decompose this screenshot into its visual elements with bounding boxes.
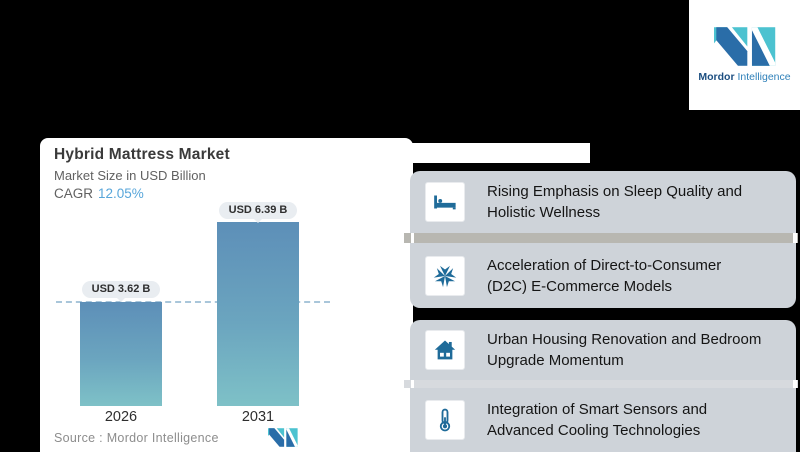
- driver-row-smart-sensors: Integration of Smart Sensors and Advance…: [410, 388, 796, 452]
- driver-line: Urban Housing Renovation and Bedroom: [487, 331, 762, 348]
- brand-logo-card: Mordor Intelligence: [689, 0, 800, 110]
- driver-text: Rising Emphasis on Sleep Quality and Hol…: [487, 181, 742, 223]
- reference-dashed-line: [56, 301, 330, 303]
- divider-cap: [793, 233, 797, 243]
- driver-line: Advanced Cooling Technologies: [487, 422, 701, 439]
- bar-2026: [80, 302, 162, 406]
- driver-row-sleep-quality: Rising Emphasis on Sleep Quality and Hol…: [410, 171, 796, 233]
- driver-text: Integration of Smart Sensors and Advance…: [487, 399, 707, 441]
- icon-tile: [425, 330, 465, 370]
- icon-tile: [425, 400, 465, 440]
- driver-line: Acceleration of Direct-to-Consumer: [487, 256, 722, 274]
- panel-divider-strip: [404, 380, 798, 388]
- bar-value-label-pointer: [116, 297, 126, 307]
- x-axis-tick-2026: 2026: [104, 409, 138, 425]
- divider-cap: [793, 380, 797, 388]
- mordor-intelligence-logo-icon: [714, 27, 776, 66]
- driver-row-d2c-ecommerce: Acceleration of Direct-to-Consumer (D2C)…: [410, 243, 796, 308]
- driver-text: Urban Housing Renovation and Bedroom Upg…: [487, 329, 761, 371]
- icon-tile: [425, 182, 465, 222]
- driver-row-housing-renovation: Urban Housing Renovation and Bedroom Upg…: [410, 320, 796, 380]
- market-chart-card: Hybrid Mattress Market Market Size in US…: [40, 138, 413, 452]
- chart-subtitle: Market Size in USD Billion: [54, 168, 206, 183]
- mordor-intelligence-mini-logo-icon: [268, 428, 298, 447]
- bar-value-label-pointer: [253, 218, 263, 228]
- source-attribution: Source : Mordor Intelligence: [54, 431, 219, 445]
- panel-divider-strip: [404, 233, 798, 243]
- icon-tile: [425, 255, 465, 296]
- converging-arrows-icon: [433, 265, 457, 287]
- chart-title: Hybrid Mattress Market: [54, 146, 230, 163]
- bar-value-label: USD 6.39 B: [219, 202, 297, 219]
- divider-cap: [411, 380, 414, 388]
- brand-name-light: Intelligence: [737, 71, 791, 83]
- bed-icon: [434, 195, 456, 210]
- bar-value-label: USD 3.62 B: [82, 281, 160, 298]
- driver-line: Integration of Smart Sensors and: [487, 401, 708, 418]
- thermometer-icon: [439, 408, 451, 432]
- driver-line: Holistic Wellness: [487, 204, 601, 221]
- cagr-value: 12.05%: [98, 186, 144, 201]
- bar-2031: [217, 222, 299, 406]
- cagr-label: CAGR: [54, 186, 94, 201]
- driver-line: Rising Emphasis on Sleep Quality and: [487, 183, 743, 200]
- cagr-row: CAGR 12.05%: [54, 186, 144, 201]
- brand-name: Mordor Intelligence: [698, 71, 790, 83]
- header-band: [412, 143, 590, 163]
- divider-cap: [411, 233, 414, 243]
- x-axis-tick-2031: 2031: [241, 409, 275, 425]
- driver-text: Acceleration of Direct-to-Consumer (D2C)…: [487, 255, 721, 297]
- driver-line: Upgrade Momentum: [487, 352, 624, 369]
- driver-line: (D2C) E-Commerce Models: [487, 277, 673, 295]
- brand-name-bold: Mordor: [698, 71, 735, 83]
- drivers-panel-top: Rising Emphasis on Sleep Quality and Hol…: [410, 171, 796, 308]
- house-icon: [434, 340, 456, 360]
